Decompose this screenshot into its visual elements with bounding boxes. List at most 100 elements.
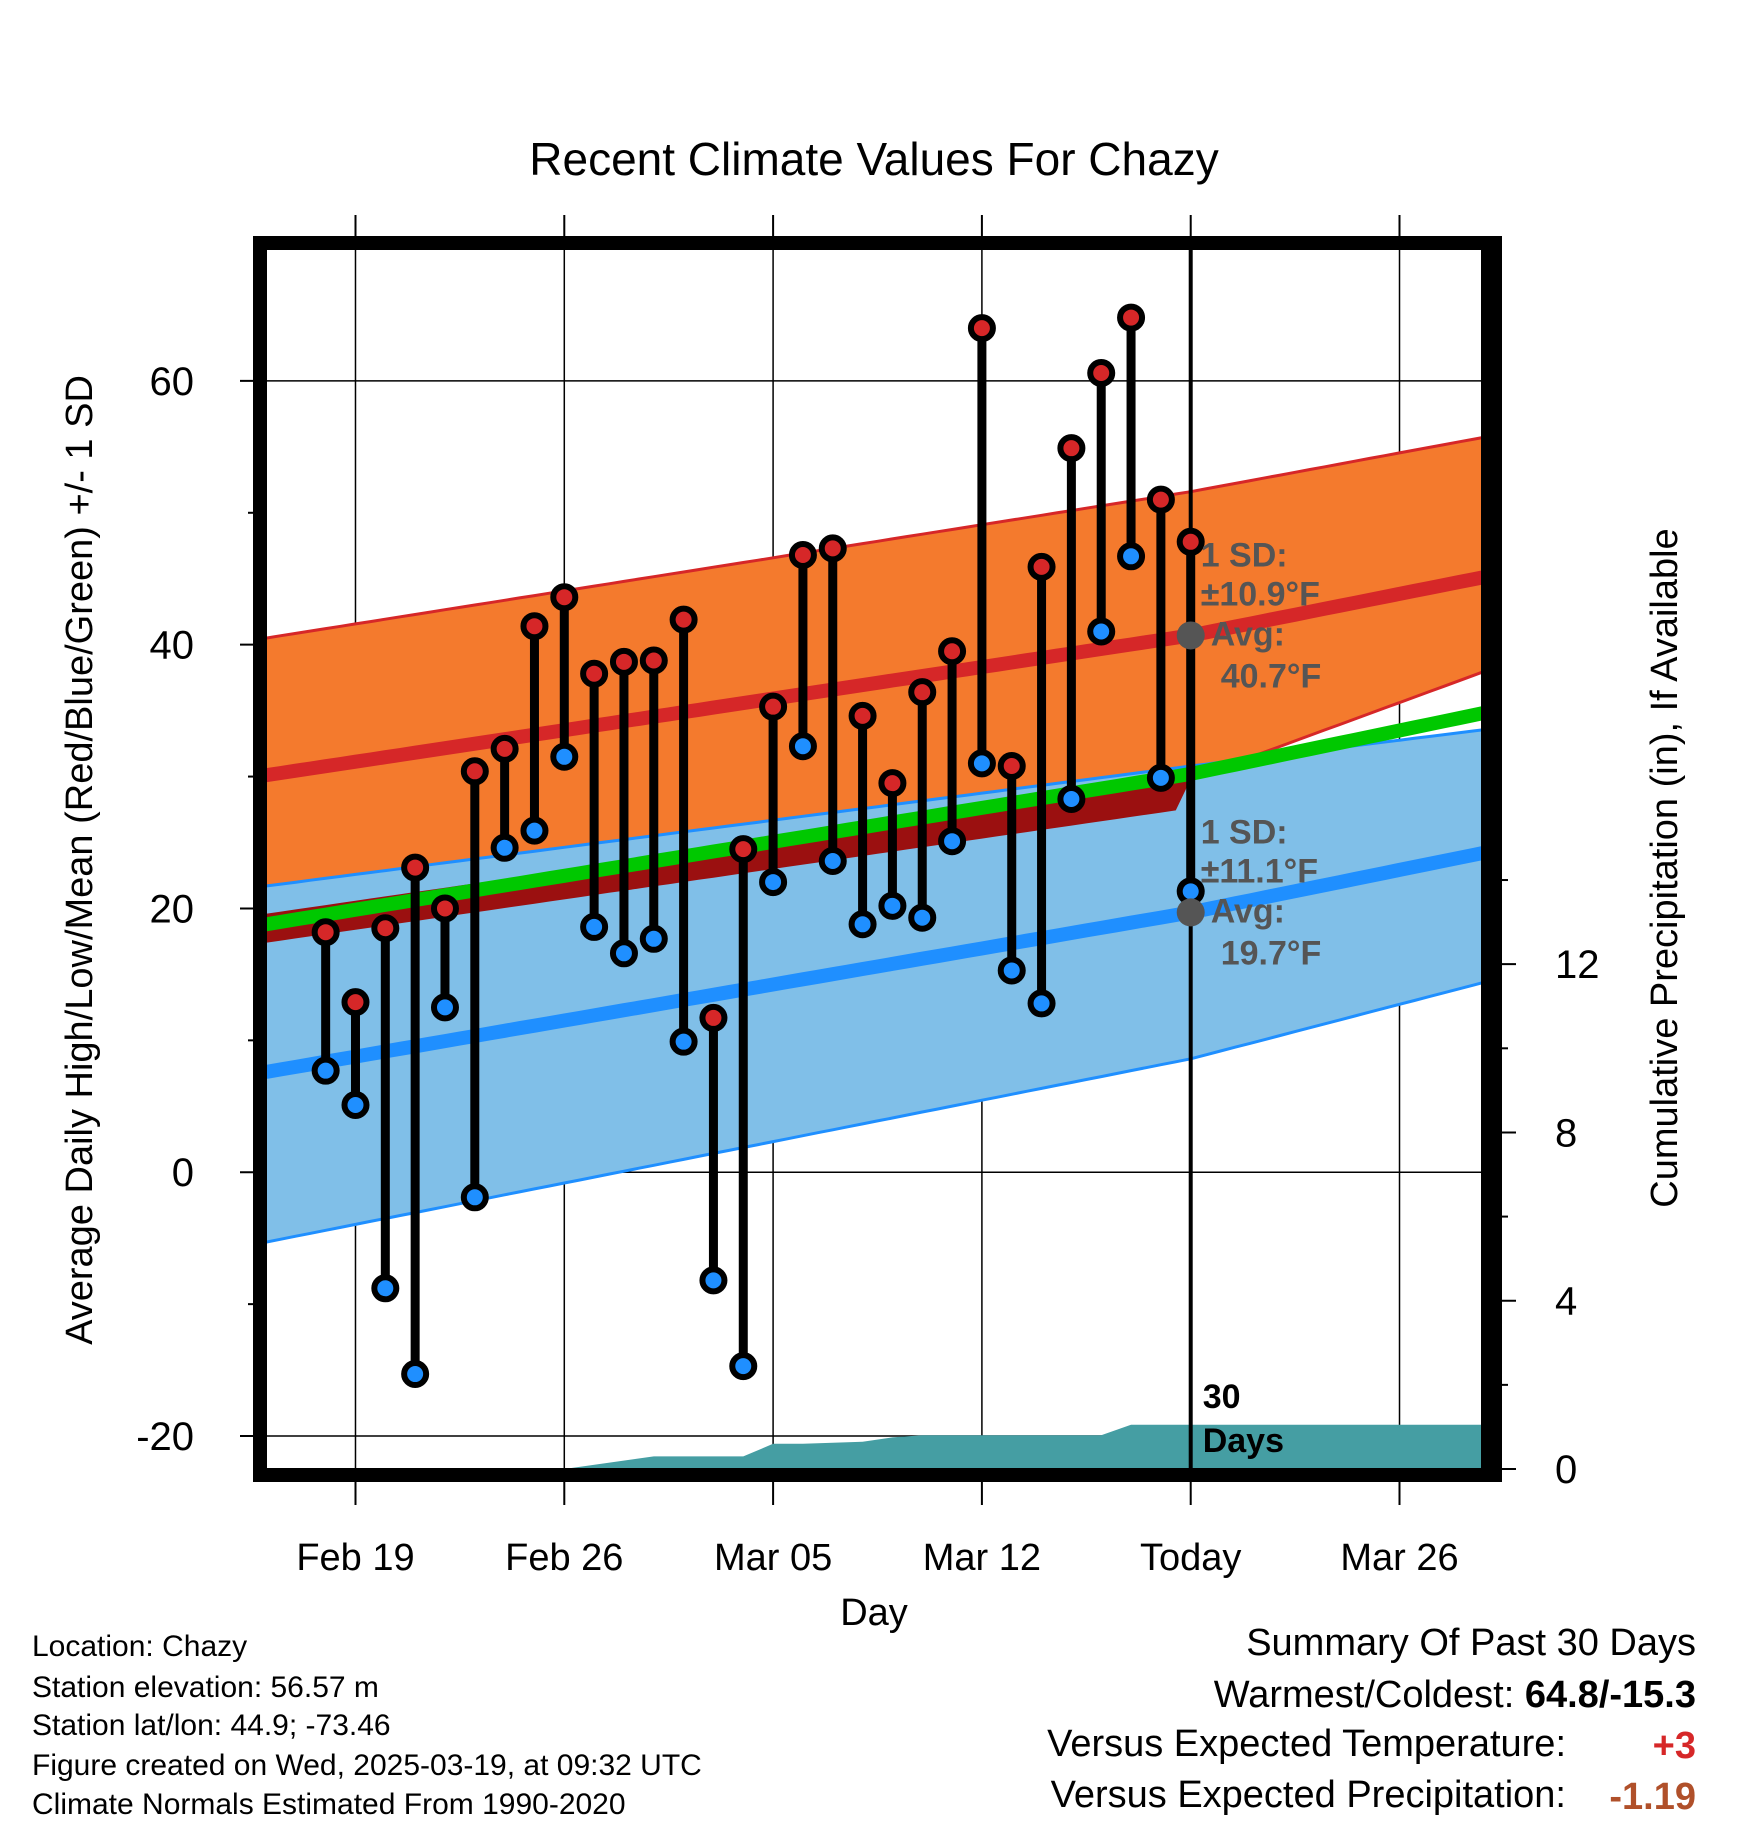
x-tick-label: Mar 26 (1340, 1537, 1458, 1579)
x-tick-label: Mar 12 (923, 1537, 1041, 1579)
high-temp-point (550, 583, 579, 612)
high-annotation-text: Avg: (1211, 615, 1285, 653)
high-temp-point (639, 646, 668, 675)
y-tick-label: 20 (150, 887, 195, 931)
low-temp-point (460, 1183, 489, 1212)
location-text: Location: Chazy (32, 1630, 248, 1663)
low-temp-point (371, 1274, 400, 1303)
y2-tick-label: 0 (1555, 1448, 1577, 1492)
y-tick-label: 40 (150, 624, 195, 668)
created-text: Figure created on Wed, 2025-03-19, at 09… (32, 1749, 702, 1782)
high-temp-point (1057, 434, 1086, 463)
high-temp-point (997, 752, 1026, 781)
x-tick-label: Feb 26 (505, 1537, 623, 1579)
y2-tick-label: 12 (1555, 943, 1600, 987)
warm-cold-label: Warmest/Coldest: (1213, 1674, 1515, 1716)
low-temp-point (609, 939, 638, 968)
y2-axis-label: Cumulative Precipitation (in), If Availa… (1644, 528, 1686, 1207)
summary-temp-label: Versus Expected Temperature: (1047, 1723, 1566, 1765)
high-temp-point (490, 734, 519, 763)
low-temp-point (639, 924, 668, 953)
high-temp-point (1027, 552, 1056, 581)
summary-title: Summary Of Past 30 Days (1246, 1622, 1696, 1664)
high-temp-point (729, 835, 758, 864)
x-tick-label: Mar 05 (714, 1537, 832, 1579)
high-temp-point (938, 637, 967, 666)
high-temp-point (1087, 358, 1116, 387)
low-temp-point (341, 1090, 370, 1119)
x-tick-label: Today (1140, 1537, 1241, 1579)
period-label: 30 (1203, 1378, 1241, 1416)
low-annotation-text: ±11.1°F (1201, 852, 1318, 890)
low-annotation-text: 1 SD: (1201, 813, 1288, 851)
high-temp-point (1176, 527, 1205, 556)
y-tick-label: 0 (172, 1151, 194, 1195)
high-temp-point (788, 540, 817, 569)
axes-overlay: Feb 19 Feb 26 Mar 05 Mar 12 Today Mar 2660402… (136, 215, 1600, 1579)
chart-title: Recent Climate Values For Chazy (529, 133, 1218, 185)
high-temp-point (371, 914, 400, 943)
low-temp-point (759, 868, 788, 897)
low-temp-point (908, 903, 937, 932)
high-temp-point (818, 534, 847, 563)
low-temp-point (490, 833, 519, 862)
y2-tick-label: 4 (1555, 1280, 1577, 1324)
low-temp-point (938, 827, 967, 856)
summary-temp-value: +3 (1652, 1725, 1696, 1767)
high-average-marker (1176, 621, 1205, 650)
high-temp-point (759, 692, 788, 721)
low-temp-point (580, 912, 609, 941)
high-annotation-text: ±10.9°F (1201, 575, 1320, 613)
low-temp-point (1087, 617, 1116, 646)
high-temp-point (580, 659, 609, 688)
high-temp-point (341, 988, 370, 1017)
y-tick-label: -20 (136, 1415, 194, 1459)
low-temp-point (878, 891, 907, 920)
low-temp-point (520, 816, 549, 845)
latlon-text: Station lat/lon: 44.9; -73.46 (32, 1709, 391, 1742)
high-temp-point (460, 757, 489, 786)
high-temp-point (401, 853, 430, 882)
y-tick-label: 60 (150, 360, 195, 404)
high-average-line (266, 569, 1489, 783)
low-temp-point (550, 742, 579, 771)
high-temp-point (878, 769, 907, 798)
low-temp-point (699, 1266, 728, 1295)
period-label: Days (1203, 1422, 1284, 1460)
high-temp-point (908, 678, 937, 707)
y-axis-label: Average Daily High/Low/Mean (Red/Blue/Gr… (59, 375, 101, 1345)
high-temp-point (311, 918, 340, 947)
high-normal-band (266, 436, 1489, 914)
elevation-text: Station elevation: 56.57 m (32, 1671, 379, 1704)
warm-cold-value: 64.8/-15.3 (1524, 1674, 1696, 1716)
low-temp-point (729, 1352, 758, 1381)
high-temp-point (1146, 485, 1175, 514)
y2-tick-label: 8 (1555, 1111, 1577, 1155)
high-temp-point (848, 701, 877, 730)
high-normal-band-upper-edge (266, 434, 1489, 640)
low-temp-point (1057, 784, 1086, 813)
precipitation-area (564, 1424, 1489, 1469)
normals-text: Climate Normals Estimated From 1990-2020 (32, 1788, 626, 1821)
low-average-marker (1176, 898, 1205, 927)
low-temp-point (967, 749, 996, 778)
high-temp-point (669, 605, 698, 634)
summary-precip-label: Versus Expected Precipitation: (1050, 1774, 1566, 1816)
high-temp-point (699, 1003, 728, 1032)
high-annotation-text: 40.7°F (1221, 657, 1322, 695)
high-annotation-text: 1 SD: (1201, 536, 1288, 574)
low-temp-point (430, 993, 459, 1022)
low-temp-point (1117, 542, 1146, 571)
low-average-line (266, 844, 1489, 1079)
band-overlap (266, 729, 1489, 943)
mean-average-line (266, 705, 1489, 932)
low-annotation-text: 19.7°F (1221, 934, 1322, 972)
low-temp-point (669, 1027, 698, 1056)
low-temp-point (848, 910, 877, 939)
low-temp-point (1146, 763, 1175, 792)
high-temp-point (520, 612, 549, 641)
summary-warm-cold: Warmest/Coldest: 64.8/-15.3 (1214, 1676, 1696, 1714)
